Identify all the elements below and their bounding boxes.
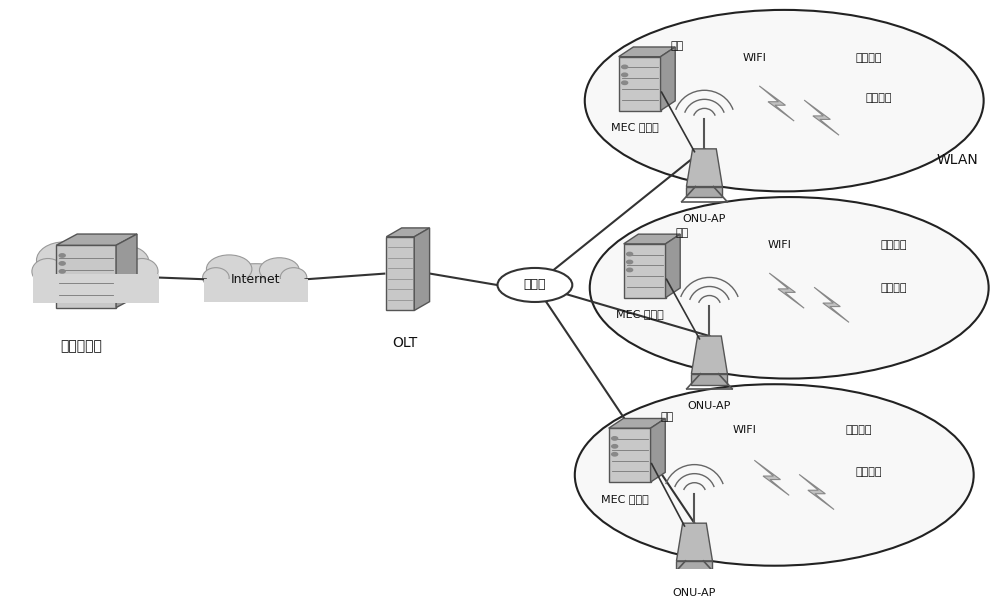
Text: Internet: Internet [231,273,280,286]
Ellipse shape [218,263,294,295]
Ellipse shape [203,268,229,287]
Text: OLT: OLT [393,336,418,350]
Text: ONU-AP: ONU-AP [688,401,731,411]
Polygon shape [804,100,839,135]
Circle shape [622,65,628,69]
Text: MEC 服务器: MEC 服务器 [616,309,663,319]
Ellipse shape [280,268,307,287]
Polygon shape [686,149,722,187]
Circle shape [59,262,65,265]
Polygon shape [769,273,804,308]
Circle shape [59,254,65,257]
Polygon shape [56,246,116,308]
Text: MEC 服务器: MEC 服务器 [601,493,649,504]
Bar [39,274,153,299]
Bar [204,280,308,302]
Polygon shape [624,244,666,298]
Circle shape [612,445,618,448]
Bar [691,374,727,384]
Circle shape [627,260,633,263]
Circle shape [627,268,633,272]
Polygon shape [56,234,137,246]
Polygon shape [666,234,680,298]
Polygon shape [619,57,661,111]
Polygon shape [651,418,665,482]
Polygon shape [386,228,430,237]
Text: MEC 服务器: MEC 服务器 [611,122,658,132]
Text: 移动设备: 移动设备 [881,240,907,250]
Circle shape [627,252,633,256]
Polygon shape [676,523,712,561]
Polygon shape [661,47,675,111]
Text: 分光器: 分光器 [524,278,546,291]
Text: 移动设备: 移动设备 [856,53,882,63]
Bar [676,561,712,572]
Text: ONU-AP: ONU-AP [673,588,716,596]
Circle shape [612,437,618,440]
Text: WLAN: WLAN [937,153,979,167]
Bar [208,280,303,299]
Polygon shape [759,86,794,121]
Polygon shape [814,287,849,322]
Polygon shape [624,234,680,244]
Polygon shape [414,228,430,311]
Circle shape [622,81,628,85]
Text: 移动设备: 移动设备 [856,467,882,477]
Ellipse shape [50,253,142,294]
Bar [33,274,159,303]
Ellipse shape [126,259,158,284]
Text: 基站: 基站 [661,412,674,422]
Text: 云数据中心: 云数据中心 [60,339,102,353]
Ellipse shape [32,259,64,284]
Circle shape [622,73,628,76]
Ellipse shape [259,257,299,283]
Ellipse shape [575,384,974,566]
Polygon shape [754,460,789,495]
Ellipse shape [206,255,252,283]
Circle shape [59,269,65,273]
Polygon shape [116,234,137,308]
Bar [686,187,722,197]
Ellipse shape [101,246,149,278]
Text: ONU-AP: ONU-AP [683,214,726,224]
Text: 基站: 基站 [676,228,689,238]
Polygon shape [609,418,665,428]
Ellipse shape [590,197,989,378]
Polygon shape [619,47,675,57]
Text: 移动设备: 移动设备 [866,93,892,103]
Polygon shape [799,474,834,510]
Polygon shape [386,237,414,311]
Ellipse shape [585,10,984,191]
Circle shape [612,452,618,456]
Text: 移动设备: 移动设备 [881,283,907,293]
Text: WIFI: WIFI [732,424,756,434]
Text: WIFI: WIFI [742,53,766,63]
Ellipse shape [36,242,92,279]
Text: WIFI: WIFI [767,240,791,250]
Ellipse shape [498,268,572,302]
Polygon shape [609,428,651,482]
Text: 基站: 基站 [671,41,684,51]
Polygon shape [691,336,727,374]
Text: 移动设备: 移动设备 [846,424,872,434]
